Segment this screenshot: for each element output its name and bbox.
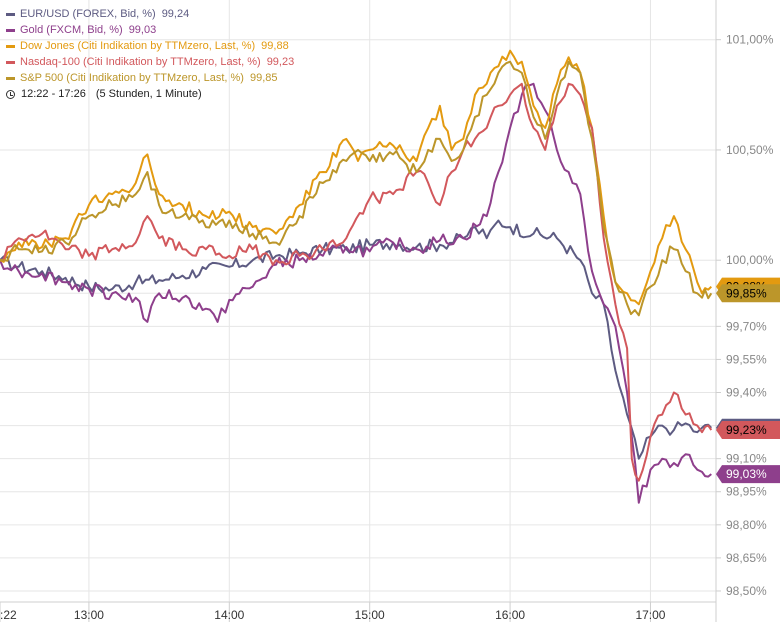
- time-range: 12:22 - 17:26: [21, 88, 86, 100]
- legend-swatch: [6, 28, 15, 32]
- last-value-tag: 99,03%: [716, 465, 780, 484]
- x-tick-label: 16:00: [495, 608, 525, 622]
- legend-swatch: [6, 60, 15, 64]
- y-tick-label: 99,70%: [726, 319, 767, 333]
- legend-item-nasdaq100[interactable]: Nasdaq-100 (Citi Indikation by TTMzero, …: [6, 54, 294, 70]
- y-tick-label: 98,80%: [726, 518, 767, 532]
- legend-label: S&P 500 (Citi Indikation by TTMzero, Las…: [20, 72, 244, 84]
- y-tick-label: 98,95%: [726, 485, 767, 499]
- x-tick-label: 13:00: [74, 608, 104, 622]
- tag-shape: [716, 465, 780, 484]
- legend-item-sp500[interactable]: S&P 500 (Citi Indikation by TTMzero, Las…: [6, 70, 294, 86]
- legend-value: 99,88: [261, 40, 289, 52]
- series-line: [0, 219, 713, 460]
- legend-label: Dow Jones (Citi Indikation by TTMzero, L…: [20, 40, 256, 52]
- y-tick-label: 99,55%: [726, 352, 767, 366]
- tag-shape: [716, 421, 780, 439]
- y-tick-label: 99,40%: [726, 386, 767, 400]
- legend-value: 99,23: [266, 56, 295, 68]
- tag-label: 99,85%: [726, 286, 767, 300]
- legend-item-dowjones[interactable]: Dow Jones (Citi Indikation by TTMzero, L…: [6, 38, 294, 54]
- last-value-tag: 99,23%: [716, 421, 780, 439]
- y-axis: 101,00% 100,50% 100,00% 99,85% 99,70% 99,55% 9…: [716, 33, 774, 598]
- tag-label: 99,03%: [726, 467, 767, 481]
- series-lines: [0, 49, 713, 504]
- x-tick-label: 14:00: [214, 608, 244, 622]
- grid-lines: [0, 0, 717, 622]
- x-tick-label: 17:00: [635, 608, 665, 622]
- series-line: [0, 82, 713, 482]
- y-tick-label: 100,00%: [726, 253, 774, 267]
- time-range-row: 12:22 - 17:26 (5 Stunden, 1 Minute): [6, 86, 294, 102]
- legend-swatch: [6, 12, 15, 16]
- chart-legend: EUR/USD (FOREX, Bid, %) 99,24 Gold (FXCM…: [6, 6, 294, 102]
- last-value-tags: 99,88%99,85%99,24%99,23%99,03%: [716, 277, 780, 484]
- series-line: [0, 60, 713, 317]
- legend-label: Nasdaq-100 (Citi Indikation by TTMzero, …: [20, 56, 261, 68]
- legend-value: 99,85: [249, 72, 278, 84]
- y-tick-label: 98,65%: [726, 551, 767, 565]
- legend-label: Gold (FXCM, Bid, %): [20, 24, 123, 36]
- series-line: [0, 49, 712, 306]
- last-value-tag: 99,85%: [716, 284, 780, 303]
- time-interval: (5 Stunden, 1 Minute): [95, 88, 202, 100]
- legend-value: 99,24: [161, 8, 190, 20]
- y-tick-label: 100,50%: [726, 143, 774, 157]
- tag-shape: [716, 284, 780, 303]
- clock-icon: [6, 89, 15, 99]
- legend-swatch: [6, 44, 15, 48]
- x-axis: :22 13:00 14:00 15:00 16:00 17:00: [0, 602, 666, 622]
- x-tick-label: 15:00: [355, 608, 385, 622]
- y-tick-label: 99,10%: [726, 452, 767, 466]
- legend-value: 99,03: [128, 24, 157, 36]
- legend-swatch: [6, 76, 15, 80]
- y-tick-label: 98,50%: [726, 584, 767, 598]
- legend-label: EUR/USD (FOREX, Bid, %): [20, 8, 156, 20]
- x-tick-label: :22: [0, 608, 17, 622]
- y-tick-label: 101,00%: [726, 33, 774, 47]
- series-line: [0, 82, 712, 504]
- legend-item-eurusd[interactable]: EUR/USD (FOREX, Bid, %) 99,24: [6, 6, 294, 22]
- tag-label: 99,23%: [726, 423, 767, 437]
- legend-item-gold[interactable]: Gold (FXCM, Bid, %) 99,03: [6, 22, 294, 38]
